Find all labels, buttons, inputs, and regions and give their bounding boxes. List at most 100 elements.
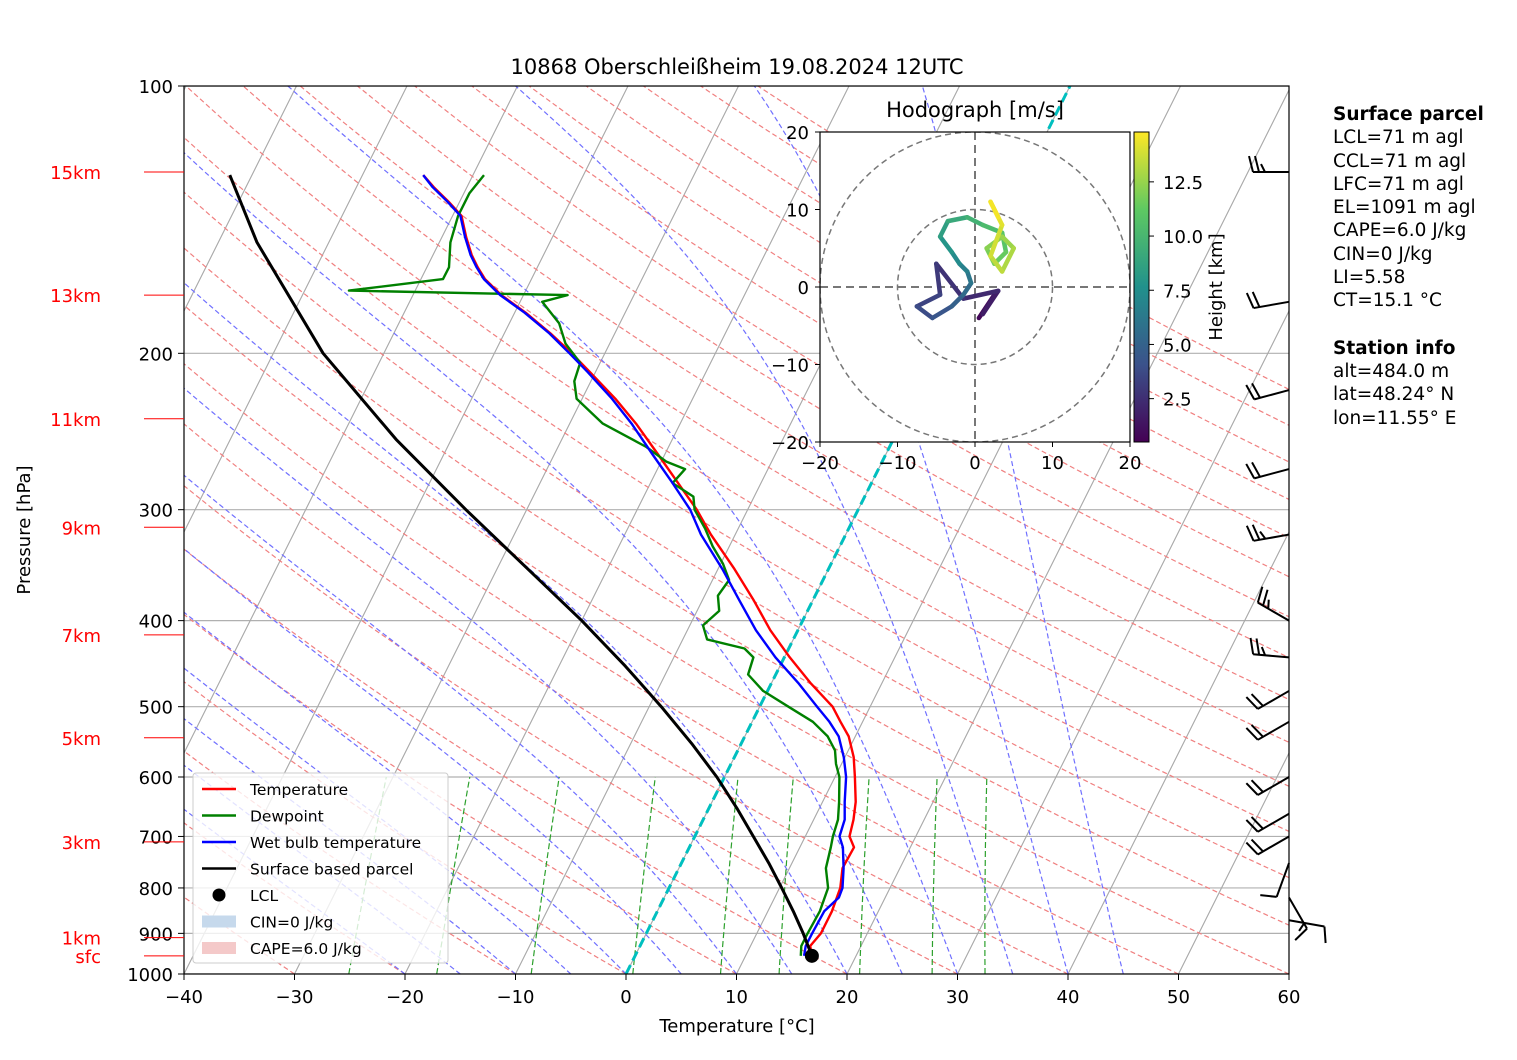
hodograph-segment xyxy=(914,304,935,321)
barb-feather xyxy=(1262,589,1269,606)
station-info-line: lon=11.55° E xyxy=(1333,407,1457,429)
wind-barb xyxy=(1256,586,1290,622)
wind-barb xyxy=(1245,835,1290,856)
spacer xyxy=(1333,313,1484,337)
x-tick-label: 20 xyxy=(836,987,859,1008)
profile-line xyxy=(422,174,857,957)
hodograph-y-tick-label: −20 xyxy=(771,433,809,454)
dry-adiabat xyxy=(643,86,1289,463)
barb-feather xyxy=(1245,782,1259,796)
isotherm xyxy=(184,86,518,755)
dry-adiabat xyxy=(184,548,848,974)
mixing-ratio-line xyxy=(931,776,938,974)
legend-label: Temperature xyxy=(249,781,348,799)
x-tick-label: 0 xyxy=(620,987,631,1008)
barb-feather xyxy=(1259,530,1267,540)
y-tick-label: 400 xyxy=(139,612,173,633)
barb-feather xyxy=(1260,646,1267,656)
wind-barb xyxy=(1245,382,1290,401)
barb-feather xyxy=(1245,696,1259,710)
moist-adiabat xyxy=(184,667,572,974)
dry-adiabat xyxy=(184,484,958,974)
x-tick-label: 40 xyxy=(1057,987,1080,1008)
barb-feather xyxy=(1245,384,1256,400)
height-label: 1km xyxy=(62,929,101,950)
height-label: 11km xyxy=(50,410,101,431)
colorbar-tick-label: 10.0 xyxy=(1163,227,1203,248)
hodograph-segment xyxy=(934,261,966,301)
isotherm xyxy=(1067,530,1289,974)
moist-adiabat xyxy=(184,282,848,974)
mixing-ratio-line xyxy=(530,776,560,974)
dry-adiabat xyxy=(184,136,1289,833)
surface-parcel-heading: Surface parcel xyxy=(1333,104,1484,125)
y-tick-label: 100 xyxy=(139,77,173,98)
dry-adiabat xyxy=(184,423,1069,974)
hodograph-segment xyxy=(988,253,1005,274)
hodograph: Hodograph [m/s] −20−20 −10 −10 0 0 10 10 20 20 2.5… xyxy=(771,98,1227,474)
legend-swatch xyxy=(212,888,226,902)
legend-label: Surface based parcel xyxy=(250,861,413,879)
hodograph-background xyxy=(820,132,1130,442)
mixing-ratio-line xyxy=(632,776,656,974)
dry-adiabat xyxy=(184,247,1289,926)
moist-adiabat xyxy=(184,611,627,974)
barb-feather xyxy=(1250,693,1264,707)
y-tick-label: 900 xyxy=(139,924,173,945)
barb-feather xyxy=(1260,894,1277,898)
sounding-profiles xyxy=(228,174,857,963)
colorbar-tick-label: 2.5 xyxy=(1163,390,1192,411)
wind-barb xyxy=(1288,896,1308,941)
height-label: 3km xyxy=(62,833,101,854)
hodograph-x-tick-label: −20 xyxy=(801,453,839,474)
colorbar-label: Height [km] xyxy=(1206,233,1227,340)
wind-barb xyxy=(1245,776,1290,796)
y-tick-label: 600 xyxy=(139,768,173,789)
hodograph-segment xyxy=(999,234,1016,251)
x-tick-label: 10 xyxy=(725,987,748,1008)
wind-barb xyxy=(1288,919,1327,944)
hodograph-segment xyxy=(949,249,962,266)
height-label: 13km xyxy=(50,286,101,307)
x-tick-label: 50 xyxy=(1167,987,1190,1008)
hodograph-x-tick-label: −10 xyxy=(879,453,917,474)
barb-feather xyxy=(1251,382,1261,399)
surface-parcel-line: LFC=71 m agl xyxy=(1333,173,1464,195)
wind-barb xyxy=(1260,862,1290,898)
x-tick-label: −10 xyxy=(497,987,535,1008)
height-label: 5km xyxy=(62,729,101,750)
dry-adiabat xyxy=(184,680,627,974)
dry-adiabat xyxy=(184,191,1289,879)
wind-barb xyxy=(1245,812,1290,833)
y-tick-label: 800 xyxy=(139,879,173,900)
barb-feather xyxy=(1250,724,1264,738)
station-info-heading: Station info xyxy=(1333,337,1456,359)
hodograph-plot-area xyxy=(820,132,1130,442)
isotherm xyxy=(846,88,1289,974)
barb-feather xyxy=(1250,816,1264,830)
surface-parcel-line: CCL=71 m agl xyxy=(1333,150,1467,172)
isotherm xyxy=(184,86,408,534)
wind-barb xyxy=(1245,720,1290,741)
hodograph-title: Hodograph [m/s] xyxy=(886,98,1064,122)
hodograph-x-tick-label: 20 xyxy=(1119,453,1142,474)
barb-feather xyxy=(1245,727,1259,741)
mixing-ratio-line xyxy=(859,776,870,974)
legend-label: CIN=0 J/kg xyxy=(250,914,333,932)
y-tick-label: 700 xyxy=(139,827,173,848)
moist-adiabat xyxy=(515,86,1014,974)
barb-feather xyxy=(1255,638,1261,655)
moist-adiabat xyxy=(184,151,903,974)
isotherm xyxy=(957,309,1289,974)
wind-barb xyxy=(1245,461,1290,480)
mixing-ratio-line xyxy=(778,776,794,974)
hodograph-segment xyxy=(945,215,970,224)
legend-swatch xyxy=(202,942,236,954)
profile-line xyxy=(422,174,848,956)
barb-feather xyxy=(1251,524,1261,541)
legend-label: LCL xyxy=(250,887,278,905)
y-tick-label: 1000 xyxy=(127,965,173,986)
hodograph-segment xyxy=(930,304,954,321)
moist-adiabat xyxy=(287,86,959,974)
